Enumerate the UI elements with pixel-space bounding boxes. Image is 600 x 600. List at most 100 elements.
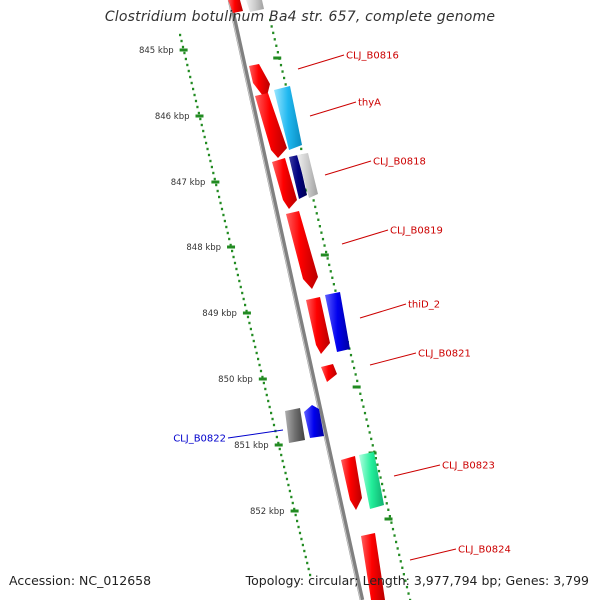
ruler-dot: [206, 147, 209, 151]
ruler-dot: [399, 560, 402, 563]
ruler-dot: [225, 225, 228, 229]
map-title: Clostridium botulinum Ba4 str. 657, comp…: [104, 9, 496, 25]
gene-label[interactable]: CLJ_B0823: [442, 461, 495, 472]
ruler-dot: [285, 477, 289, 481]
ruler-dot: [189, 75, 192, 79]
gene-arrow: [306, 297, 330, 354]
ruler-dot: [326, 257, 329, 260]
ruler-dot: [272, 31, 275, 35]
ruler-dot: [226, 231, 229, 235]
ruler-dot: [321, 237, 325, 241]
ruler-dot: [249, 327, 252, 331]
ruler-dot: [281, 70, 284, 73]
ruler-dot: [288, 489, 291, 493]
ruler-dot: [210, 165, 213, 169]
label-leader-line: [324, 160, 372, 176]
gene-arrow-thid-2: [325, 292, 350, 352]
gene-label[interactable]: CLJ_B0819: [390, 226, 443, 237]
ruler-tick-label: 848 kbp: [186, 243, 221, 253]
ruler-tick-label: 850 kbp: [218, 375, 253, 385]
ruler-dot: [232, 255, 235, 259]
ruler-dot: [303, 549, 306, 553]
ruler-dot: [271, 417, 274, 421]
ruler-dot: [304, 555, 307, 559]
ruler-dot: [301, 543, 304, 547]
ruler-dot: [199, 117, 202, 121]
ruler-dot: [381, 482, 384, 486]
ruler-dot: [329, 270, 332, 273]
genome-summary-text: Topology: circular; Length: 3,977,794 bp…: [245, 573, 589, 588]
ruler-dot: [252, 339, 255, 343]
ruler-dot: [307, 567, 310, 571]
ruler-dot: [385, 502, 388, 505]
ruler-dot: [257, 357, 260, 361]
ruler-dot: [203, 135, 206, 139]
gene-arrow: [255, 93, 287, 158]
ruler-dot: [251, 333, 254, 337]
ruler-dot: [314, 205, 317, 209]
ruler-dot: [190, 81, 193, 85]
ruler-dot: [404, 579, 407, 582]
label-leader-line: [341, 229, 389, 245]
gene-label[interactable]: CLJ_B0818: [373, 157, 426, 168]
gene-label[interactable]: CLJ_B0822: [173, 434, 226, 445]
ruler-dot: [359, 392, 362, 395]
ruler-dot: [194, 99, 198, 103]
ruler-dot: [219, 201, 222, 205]
label-leader-line: [359, 303, 407, 319]
ruler-dot: [365, 418, 368, 421]
gene-label[interactable]: thiD_2: [408, 300, 440, 311]
ruler-dot: [244, 303, 247, 307]
ruler-dot: [222, 213, 225, 217]
ruler-dot: [283, 76, 286, 80]
ruler-dot: [275, 435, 278, 439]
gene-label[interactable]: CLJ_B0816: [346, 51, 399, 62]
ruler-dot: [320, 231, 323, 234]
ruler-tick-label: 846 kbp: [155, 112, 190, 122]
ruler-dot: [207, 153, 211, 157]
ruler-dot: [300, 147, 303, 151]
ruler-dot: [187, 69, 190, 73]
ruler-dot: [391, 527, 395, 531]
gene-labels: CLJ_B0816 thyA CLJ_B0818 CLJ_B0819 thiD_2 CLJ…: [173, 51, 511, 561]
ruler-dot: [395, 540, 398, 544]
ruler-dot: [402, 573, 405, 576]
ruler-tick-label: 851 kbp: [234, 441, 269, 451]
ruler-dot: [200, 123, 203, 127]
gene-label[interactable]: CLJ_B0824: [458, 545, 511, 556]
ruler-dot: [259, 369, 263, 373]
ruler-dot: [184, 57, 187, 61]
ruler-dot: [268, 405, 271, 409]
ruler-dot: [193, 93, 196, 97]
ruler-dot: [270, 25, 273, 28]
ruler-dot: [291, 501, 294, 505]
ruler-dot: [192, 87, 195, 91]
ruler-dot: [405, 585, 409, 589]
ruler-dot: [265, 393, 268, 397]
accession-text: Accession: NC_012658: [9, 573, 152, 588]
ruler-dot: [281, 459, 284, 463]
ruler-dot: [275, 44, 278, 47]
gene-label[interactable]: thyA: [358, 98, 381, 109]
ruler-dot: [216, 189, 219, 193]
ruler-dot: [360, 399, 363, 402]
ruler-dot: [242, 297, 245, 301]
gene-label[interactable]: CLJ_B0821: [418, 349, 471, 360]
label-leader-line: [297, 54, 345, 70]
ruler-dot: [384, 495, 387, 499]
ruler-dot: [390, 521, 393, 524]
ruler-dot: [241, 291, 244, 295]
ruler-dot: [202, 129, 205, 133]
gene-arrow-clj-b0824: [361, 533, 385, 600]
ruler-dot: [262, 381, 265, 385]
ruler-dot: [409, 598, 412, 600]
ruler-dot: [287, 483, 290, 487]
gene-arrow: [359, 452, 384, 509]
ruler-dot: [277, 441, 280, 445]
ruler-dot: [276, 51, 279, 54]
ruler-dot: [315, 212, 318, 215]
ruler-dot: [298, 531, 302, 535]
ruler-dot: [205, 141, 208, 145]
ruler-tick-label: 847 kbp: [171, 178, 206, 188]
ruler-dot: [393, 534, 396, 537]
